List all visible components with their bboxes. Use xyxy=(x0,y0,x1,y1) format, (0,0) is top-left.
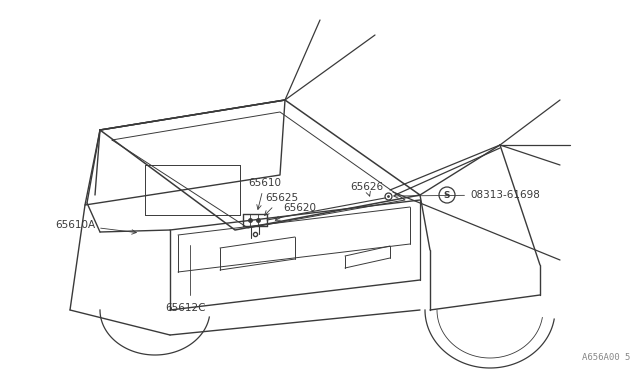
Text: 65610A: 65610A xyxy=(55,220,136,234)
Text: A656A00 5: A656A00 5 xyxy=(582,353,630,362)
Text: 65610: 65610 xyxy=(248,178,281,209)
Text: 65612C: 65612C xyxy=(165,303,205,313)
Text: S: S xyxy=(444,190,451,199)
Text: 65625: 65625 xyxy=(264,193,298,215)
Text: 65626: 65626 xyxy=(350,182,383,196)
Text: 08313-61698: 08313-61698 xyxy=(394,190,540,200)
Text: 65620: 65620 xyxy=(275,203,316,220)
